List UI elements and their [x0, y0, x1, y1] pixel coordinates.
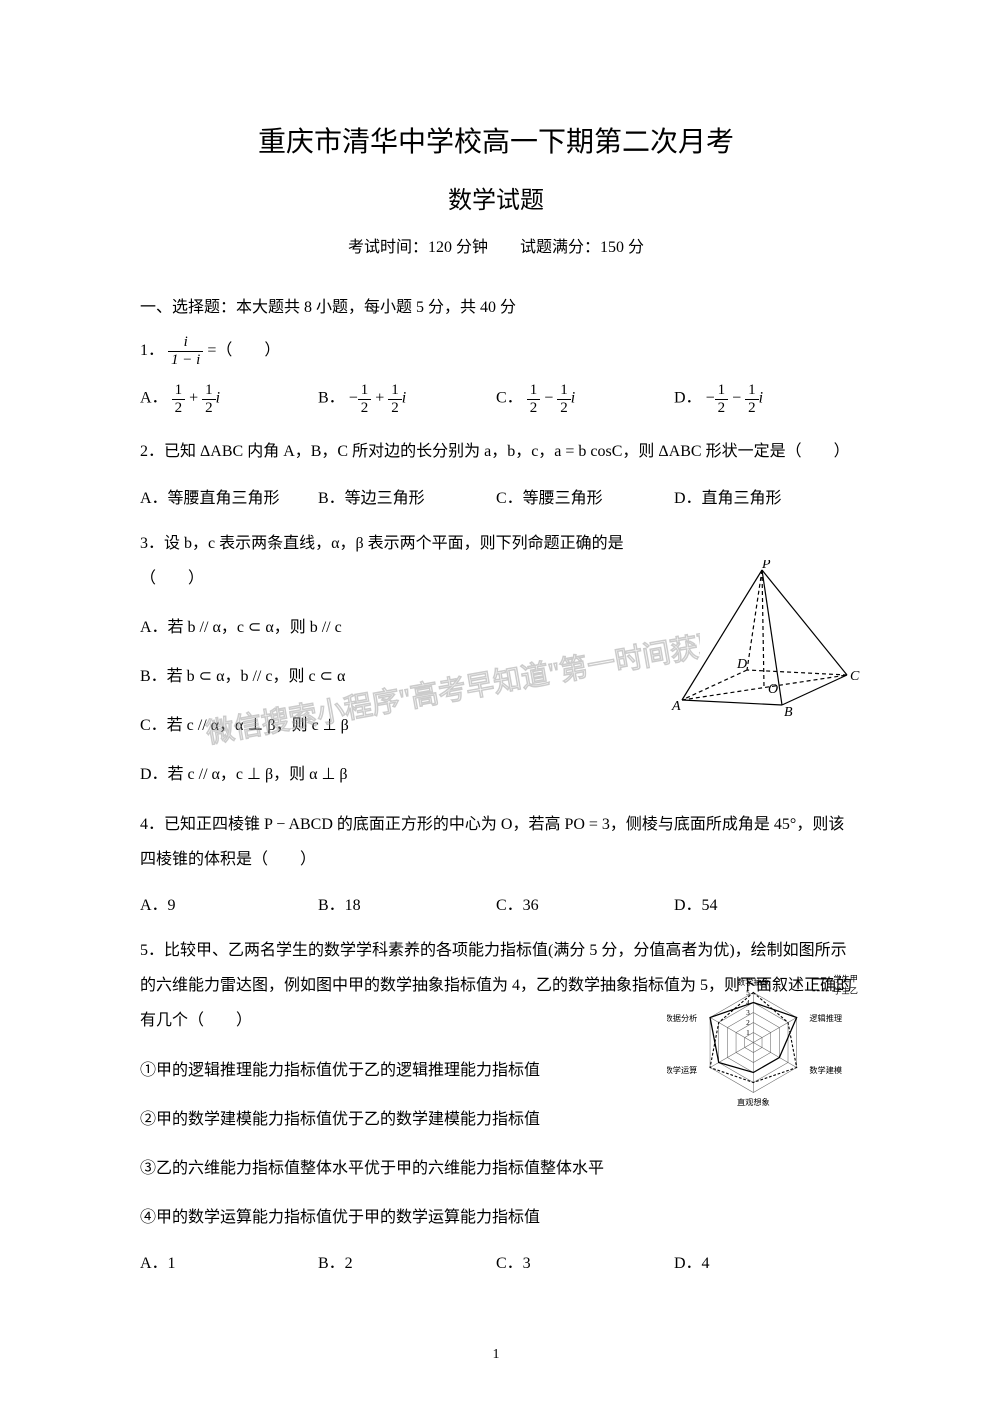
- title-main: 重庆市清华中学校高一下期第二次月考: [140, 120, 852, 160]
- q5-optA: A．1: [140, 1249, 318, 1273]
- svg-text:1: 1: [746, 1029, 750, 1037]
- question-3: 3．设 b，c 表示两条直线，α，β 表示两个平面，则下列命题正确的是（ ）: [140, 526, 624, 596]
- svg-text:数学建模: 数学建模: [809, 1065, 842, 1075]
- q1-options: A． 12 + 12i B． −12 + 12i C． 12 − 12i D． …: [140, 382, 852, 416]
- section-header: 一、选择题：本大题共 8 小题，每小题 5 分，共 40 分: [140, 293, 852, 317]
- q5-optB: B．2: [318, 1249, 496, 1273]
- q2-optB: B．等边三角形: [318, 484, 496, 508]
- q5-optC: C．3: [496, 1249, 674, 1273]
- q5-options: A．1 B．2 C．3 D．4: [140, 1249, 852, 1273]
- q5-s2: ②甲的数学建模能力指标值优于乙的数学建模能力指标值: [140, 1102, 624, 1137]
- pyramid-label-B: B: [784, 705, 793, 720]
- q1-optD: D． −12 − 12i: [674, 382, 852, 416]
- q1-frac-num: i: [168, 334, 203, 352]
- pyramid-label-D: D: [736, 657, 747, 672]
- question-1: 1． i 1 − i =（ ）: [140, 333, 852, 368]
- svg-text:学生甲: 学生甲: [833, 974, 858, 984]
- q1-num: 1．: [140, 342, 164, 359]
- svg-text:逻辑推理: 逻辑推理: [809, 1013, 842, 1023]
- q1-optC: C． 12 − 12i: [496, 382, 674, 416]
- q5-optD: D．4: [674, 1249, 852, 1273]
- pyramid-diagram: P A B C D O: [662, 560, 862, 720]
- svg-text:数学抽象: 数学抽象: [737, 977, 770, 987]
- q1-optB: B． −12 + 12i: [318, 382, 496, 416]
- q2-optD: D．直角三角形: [674, 484, 852, 508]
- pyramid-label-P: P: [761, 560, 771, 572]
- q4-optA: A．9: [140, 891, 318, 915]
- q2-optA: A．等腰直角三角形: [140, 484, 318, 508]
- exam-info: 考试时间：120 分钟 试题满分：150 分: [140, 233, 852, 257]
- svg-text:2: 2: [746, 1019, 750, 1027]
- q4-optC: C．36: [496, 891, 674, 915]
- question-2: 2．已知 ΔABC 内角 A，B，C 所对边的长分别为 a，b，c，a = b …: [140, 434, 852, 469]
- q5-s3: ③乙的六维能力指标值整体水平优于甲的六维能力指标值整体水平: [140, 1151, 624, 1186]
- pyramid-label-A: A: [671, 699, 681, 714]
- q1-frac-den: 1 − i: [168, 352, 203, 369]
- page-number: 1: [0, 1347, 992, 1363]
- q1-fraction: i 1 − i: [168, 334, 203, 368]
- question-4: 4．已知正四棱锥 P − ABCD 的底面正方形的中心为 O，若高 PO = 3…: [140, 807, 852, 877]
- svg-text:数据分析: 数据分析: [667, 1013, 697, 1023]
- q5-s1: ①甲的逻辑推理能力指标值优于乙的逻辑推理能力指标值: [140, 1053, 624, 1088]
- q4-optB: B．18: [318, 891, 496, 915]
- q5-s4: ④甲的数学运算能力指标值优于甲的数学运算能力指标值: [140, 1200, 852, 1235]
- q3-optD: D．若 c // α，c ⊥ β，则 α ⊥ β: [140, 757, 852, 792]
- svg-text:3: 3: [746, 1009, 750, 1017]
- pyramid-label-O: O: [768, 682, 778, 697]
- radar-diagram: 12345数学抽象逻辑推理数学建模直观想象数学运算数据分析学生甲学生乙: [667, 965, 867, 1120]
- q1-suffix: =（ ）: [207, 342, 280, 359]
- q4-optD: D．54: [674, 891, 852, 915]
- q2-options: A．等腰直角三角形 B．等边三角形 C．等腰三角形 D．直角三角形: [140, 484, 852, 508]
- q1-optA: A． 12 + 12i: [140, 382, 318, 416]
- svg-text:数学运算: 数学运算: [667, 1065, 697, 1075]
- title-sub: 数学试题: [140, 180, 852, 215]
- svg-text:学生乙: 学生乙: [833, 985, 858, 995]
- q2-optC: C．等腰三角形: [496, 484, 674, 508]
- q4-options: A．9 B．18 C．36 D．54: [140, 891, 852, 915]
- svg-text:直观想象: 直观想象: [737, 1097, 770, 1107]
- pyramid-label-C: C: [850, 669, 860, 684]
